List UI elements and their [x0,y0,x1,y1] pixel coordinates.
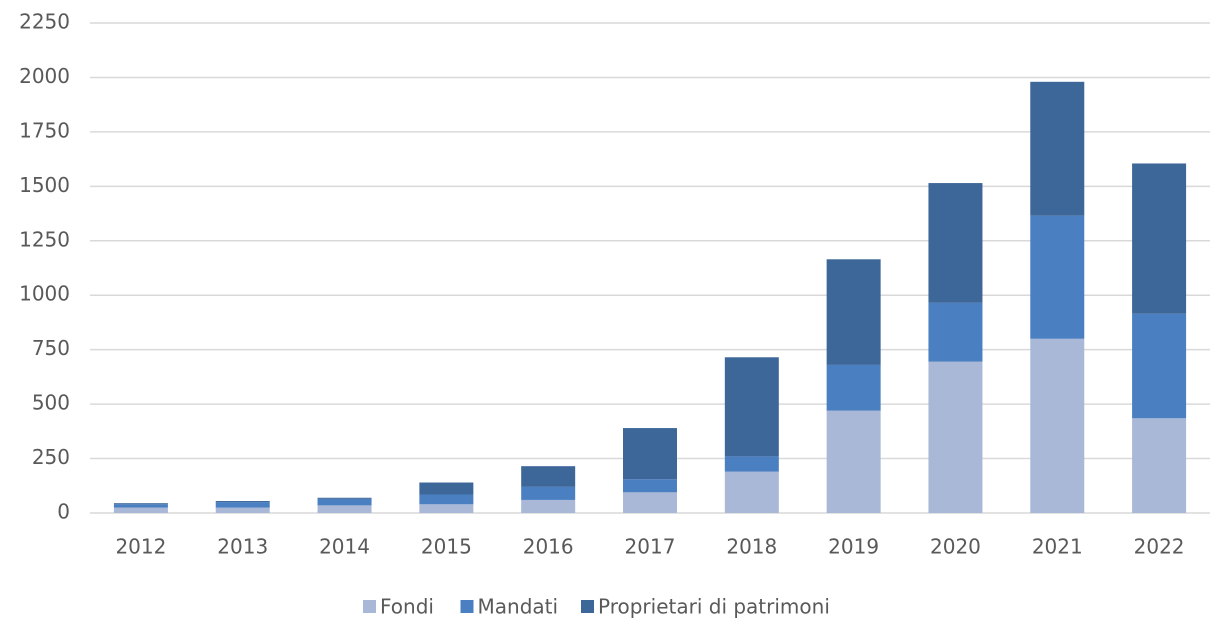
bar-segment [113,507,168,513]
y-tick-label: 500 [32,391,70,415]
x-tick-label: 2020 [930,535,981,559]
bar-segment [623,479,677,493]
bar-segment [317,505,372,513]
bar-segment [1132,313,1187,419]
bar-segment [419,504,474,513]
y-tick-label: 1750 [19,118,70,142]
bar-segment [521,486,576,500]
x-tick-label: 2021 [1032,535,1083,559]
bar-segment [215,507,270,513]
bar-segment [521,466,576,487]
bar-segment [928,183,983,303]
bar-segment [419,482,474,495]
bar-segment [724,357,779,457]
bar-segment [521,499,576,513]
bar-segment [317,497,372,499]
bar-segment [623,428,677,480]
legend-label: Fondi [380,595,434,619]
bar-segment [1030,338,1085,513]
bar-segment [826,259,881,365]
x-tick-label: 2012 [115,535,166,559]
y-tick-label: 1000 [19,282,70,306]
x-tick-label: 2016 [523,535,574,559]
bar-segment [113,504,168,508]
bar-segment [724,456,779,472]
bar-segment [928,361,983,513]
bar-segment [928,302,983,362]
y-tick-label: 1500 [19,173,70,197]
y-tick-label: 2000 [19,64,70,88]
x-tick-label: 2018 [726,535,777,559]
y-tick-label: 2250 [19,10,70,34]
bar-segment [1132,418,1187,513]
bar-segment [317,498,372,506]
bar-segment [215,501,270,503]
legend-swatch [460,600,474,613]
x-tick-label: 2022 [1134,535,1185,559]
bar-segment [1132,163,1187,314]
bar-segment [623,492,677,513]
y-tick-label: 750 [32,336,70,360]
legend-label: Mandati [478,595,559,619]
bar-segment [215,502,270,508]
bar-segment [419,494,474,505]
bar-segment [826,364,881,411]
bar-segment [1030,81,1085,216]
bar-segment [826,410,881,513]
legend-label: Proprietari di patrimoni [598,595,830,619]
bar-segment [1030,215,1085,339]
bar-segment [113,503,168,505]
y-tick-label: 1250 [19,227,70,251]
bar-segment [724,471,779,513]
x-tick-label: 2015 [421,535,472,559]
x-tick-label: 2013 [217,535,268,559]
legend-swatch [581,600,594,613]
x-tick-label: 2019 [828,535,879,559]
legend-swatch [363,600,376,613]
x-tick-label: 2017 [625,535,676,559]
y-tick-label: 0 [57,500,70,524]
x-tick-label: 2014 [319,535,370,559]
y-tick-label: 250 [32,445,70,469]
